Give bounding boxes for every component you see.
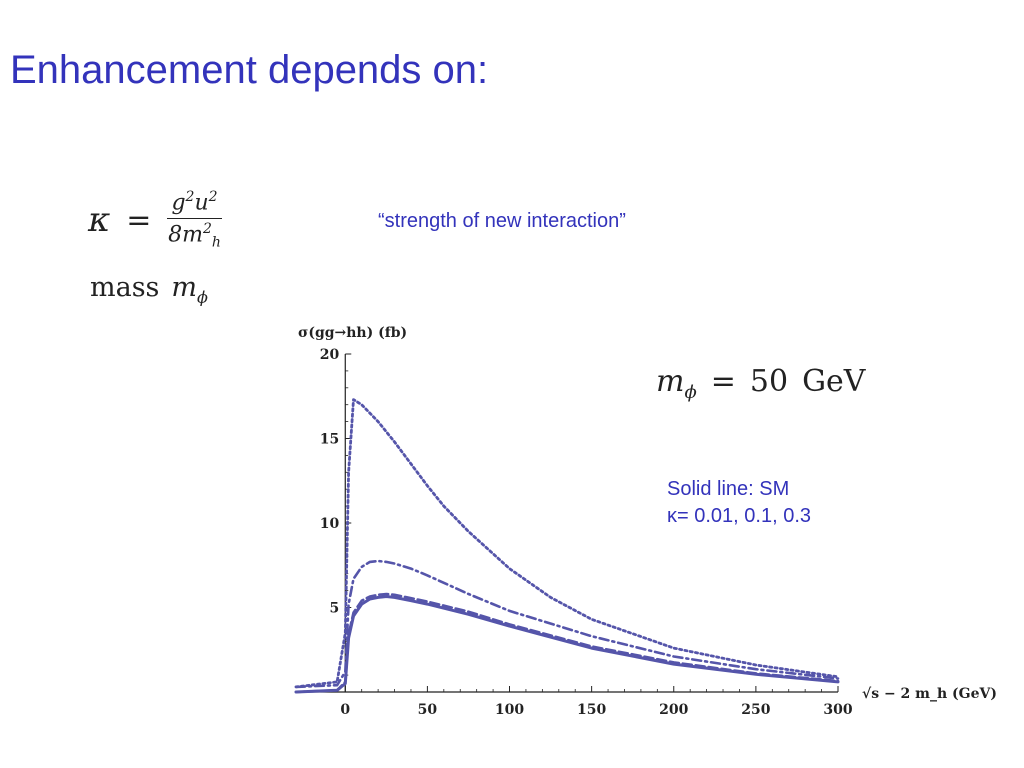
- series-line-dashdot: [294, 559, 840, 689]
- numerator-g-exponent: 2: [185, 189, 195, 206]
- series-line-dotted: [294, 398, 840, 689]
- denominator-8m: 8m: [168, 222, 203, 248]
- x-tick-label: 150: [577, 702, 606, 718]
- denominator-exponent: 2: [202, 220, 212, 237]
- mass-word: mass: [90, 272, 160, 303]
- y-tick-label: 10: [320, 516, 340, 532]
- x-tick-label: 200: [659, 702, 688, 718]
- x-tick-label: 300: [823, 702, 852, 718]
- mphi-equals: =: [710, 364, 736, 399]
- y-tick-label: 20: [320, 347, 340, 363]
- x-axis-label: √s − 2 m_h (GeV): [862, 686, 997, 702]
- mphi-subscript: ϕ: [684, 382, 697, 403]
- legend-note: Solid line: SM κ= 0.01, 0.1, 0.3: [667, 476, 811, 530]
- mphi-unit: GeV: [802, 364, 866, 399]
- mphi-equation: mϕ = 50 GeV: [656, 364, 865, 403]
- series-line-solid: [294, 595, 840, 694]
- x-tick-label: 50: [418, 702, 438, 718]
- mphi-variable: m: [656, 364, 685, 399]
- legend-line-kappa-values: κ= 0.01, 0.1, 0.3: [667, 505, 811, 527]
- series-line-dashed: [294, 592, 840, 694]
- kappa-fraction: g2u2 8m2h: [167, 189, 222, 251]
- kappa-numerator: g2u2: [167, 189, 222, 219]
- kappa-symbol: κ: [88, 200, 111, 240]
- y-tick-label: 15: [320, 432, 339, 448]
- strength-label: “strength of new interaction”: [378, 210, 626, 232]
- mphi-value: 50: [749, 364, 789, 399]
- mass-variable: m: [171, 272, 198, 303]
- kappa-equals-sign: =: [126, 202, 152, 238]
- numerator-u-exponent: 2: [208, 189, 218, 206]
- legend-line-sm: Solid line: SM: [667, 478, 790, 500]
- y-axis-label: σ(gg→hh) (fb): [298, 325, 407, 341]
- y-tick-label: 5: [330, 601, 340, 617]
- x-tick-label: 0: [340, 702, 350, 718]
- mass-line: mass mϕ: [90, 272, 208, 306]
- kappa-denominator: 8m2h: [168, 219, 221, 251]
- slide-title: Enhancement depends on:: [10, 48, 489, 92]
- mass-subscript: ϕ: [197, 287, 208, 307]
- kappa-definition-equation: κ = g2u2 8m2h: [88, 184, 222, 256]
- x-tick-label: 100: [495, 702, 524, 718]
- denominator-subscript: h: [211, 234, 221, 251]
- numerator-g: g: [171, 190, 186, 216]
- x-tick-label: 250: [741, 702, 770, 718]
- numerator-u: u: [194, 190, 209, 216]
